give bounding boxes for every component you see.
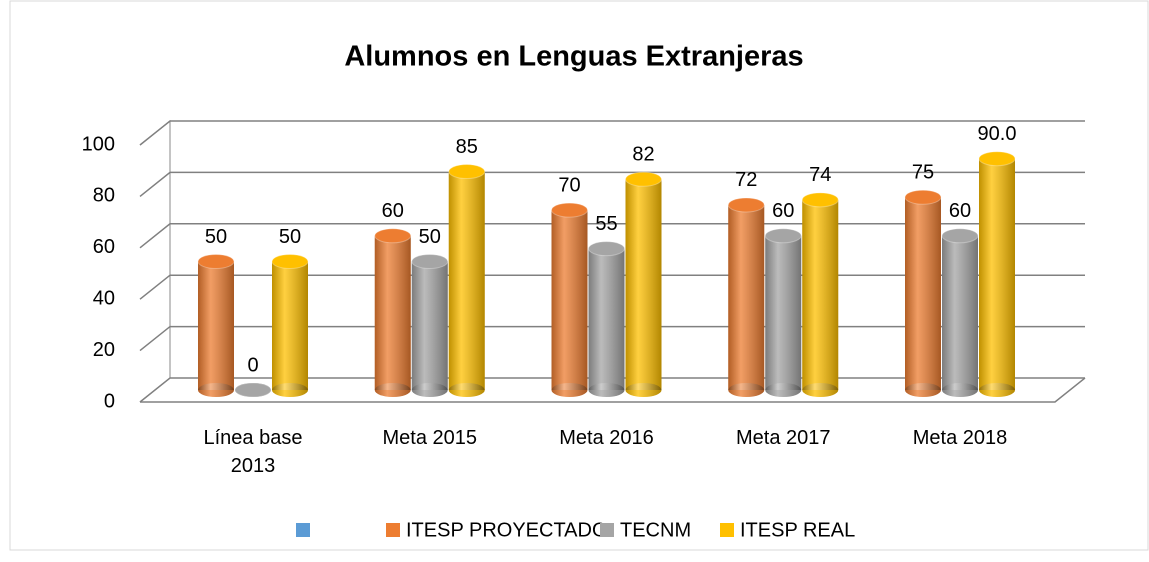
- bar-shade: [625, 179, 662, 390]
- x-tick-label: Meta 2017: [735, 427, 831, 449]
- bar-shade-base: [551, 383, 588, 397]
- data-label: 50: [279, 226, 301, 248]
- bar-cylinder: [198, 261, 234, 397]
- bar-shade: [411, 261, 448, 390]
- x-tick-label: Meta 2018: [912, 427, 1008, 449]
- bar-shade-base: [374, 383, 411, 397]
- bar-shade-base: [411, 383, 448, 397]
- bar-top: [374, 228, 412, 244]
- y-tick-label: 60: [93, 236, 115, 258]
- bar-top: [941, 228, 979, 244]
- data-label: 50: [205, 226, 227, 248]
- bar-shade: [198, 261, 234, 390]
- bar-cylinder: [411, 261, 448, 397]
- data-label: 50: [419, 226, 441, 248]
- bar-top: [588, 241, 625, 257]
- y-tick-label: 100: [82, 133, 115, 155]
- bar-shade-base: [588, 383, 625, 397]
- bar-top: [234, 382, 272, 398]
- bar-cylinder: [905, 197, 941, 397]
- bar-shade-base: [728, 383, 765, 397]
- legend-swatch: [386, 523, 400, 537]
- data-label: 70: [558, 174, 580, 196]
- bar-top: [197, 254, 235, 269]
- data-label: 75: [912, 162, 934, 184]
- bar-cylinder: [374, 235, 411, 397]
- bar-cylinder: [448, 171, 485, 397]
- bar-shade: [448, 171, 485, 390]
- bar-shade: [765, 235, 802, 390]
- legend-swatch: [720, 523, 734, 537]
- bar-top: [411, 254, 449, 269]
- data-label: 85: [456, 136, 478, 158]
- y-tick-label: 20: [93, 339, 115, 361]
- bar-shade: [979, 158, 1015, 390]
- bar-cylinder: [728, 204, 765, 397]
- bar-shade: [802, 199, 839, 390]
- legend-swatch: [296, 523, 310, 537]
- bar-cylinder: [588, 248, 625, 397]
- bar-shade-base: [802, 383, 839, 397]
- bar-shade: [551, 210, 588, 390]
- data-label: 60: [772, 200, 794, 222]
- bar-cylinder: [625, 179, 662, 397]
- legend-label: ITESP PROYECTADO: [406, 519, 608, 541]
- data-label: 55: [595, 213, 617, 235]
- grid-line: [139, 171, 1085, 197]
- bar-shade-base: [979, 383, 1015, 397]
- grid-line: [139, 120, 1085, 146]
- y-tick-label: 80: [93, 185, 115, 207]
- legend-swatch: [600, 523, 614, 537]
- bar-top: [904, 189, 942, 205]
- bar-top: [764, 228, 802, 244]
- chart-border: [9, 0, 1149, 551]
- y-tick-label: 0: [104, 390, 115, 412]
- bar-cylinder: [802, 199, 839, 397]
- bar-shade-base: [198, 383, 234, 397]
- bar-shade-base: [942, 383, 978, 397]
- bar-cylinder: [942, 235, 978, 397]
- bar-shade-base: [625, 383, 662, 397]
- bar-shade: [728, 204, 765, 390]
- bar-shade-base: [272, 383, 308, 397]
- bar-shade: [588, 248, 625, 390]
- data-label: 90.0: [978, 123, 1017, 145]
- bar-top: [727, 197, 765, 213]
- data-label: 74: [809, 164, 831, 186]
- grid-line: [139, 223, 1085, 249]
- back-wall: [139, 119, 171, 403]
- legend-label: TECNM: [620, 519, 691, 541]
- bar-shade-base: [905, 383, 941, 397]
- data-label: 60: [382, 200, 404, 222]
- bar-shade: [374, 235, 411, 390]
- legend-label: ITESP REAL: [740, 519, 855, 541]
- data-label: 60: [949, 200, 971, 222]
- bar-top: [448, 164, 486, 180]
- bar-top: [625, 171, 662, 187]
- bar-shade-base: [448, 383, 485, 397]
- bar-cylinder: [979, 158, 1015, 397]
- chart-title: Alumnos en Lenguas Extranjeras: [344, 41, 803, 73]
- data-label: 0: [247, 354, 258, 376]
- x-tick-label: Meta 2015: [382, 427, 477, 449]
- bar-top: [978, 151, 1016, 167]
- x-tick-label: Meta 2016: [559, 427, 654, 449]
- bar-cylinder: [272, 261, 308, 397]
- bar-shade: [272, 261, 308, 390]
- bar-top: [801, 192, 839, 208]
- bar-shade: [942, 235, 978, 390]
- bar-top: [271, 254, 309, 269]
- data-label: 82: [632, 144, 654, 166]
- bar-cylinder: [765, 235, 802, 397]
- bar-cylinder: [551, 210, 588, 397]
- y-tick-label: 40: [93, 287, 115, 309]
- bar-top: [551, 202, 588, 218]
- bar-shade-base: [765, 383, 802, 397]
- floor: [140, 377, 1086, 403]
- x-tick-label: Línea base 2013: [203, 427, 303, 477]
- bar-shade: [905, 197, 941, 390]
- data-label: 72: [735, 169, 757, 191]
